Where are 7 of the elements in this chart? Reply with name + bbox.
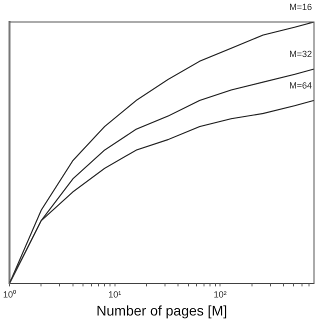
- x-tick-label: 10⁰: [3, 289, 16, 300]
- series-label: M=32: [289, 49, 312, 60]
- x-axis-title: Number of pages [M]: [96, 302, 228, 318]
- series-label: M=64: [289, 80, 312, 90]
- x-tick-label: 10²: [214, 289, 227, 300]
- series-label: M=16: [289, 2, 312, 12]
- x-tick-label: 10¹: [108, 289, 122, 300]
